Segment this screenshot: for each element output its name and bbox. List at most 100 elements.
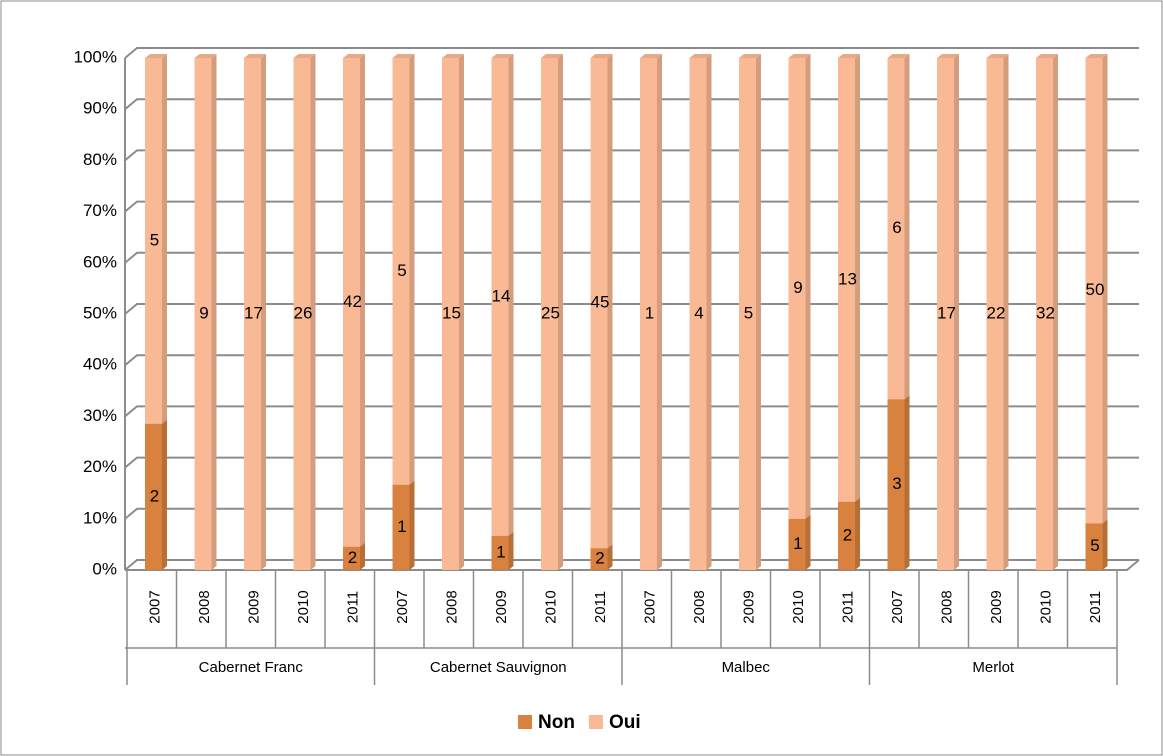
bar-side	[904, 54, 910, 400]
bar-side	[1102, 519, 1108, 570]
data-label: 42	[343, 292, 362, 311]
data-label: 5	[744, 303, 753, 322]
x-tick-label: 2008	[691, 590, 708, 623]
bar-side	[508, 54, 514, 536]
bar-top	[491, 54, 514, 58]
data-label: 1	[496, 542, 505, 561]
bar	[293, 58, 311, 570]
legend-label: Non	[538, 712, 575, 733]
x-tick-label: 2008	[443, 590, 460, 623]
grid-line	[124, 47, 1139, 59]
data-label: 14	[492, 286, 511, 305]
group-label: Merlot	[972, 659, 1015, 676]
legend-swatch	[588, 715, 603, 729]
bar-top	[244, 54, 266, 58]
bar-side	[657, 54, 662, 570]
bar-side	[805, 54, 811, 519]
bar-side	[310, 54, 316, 570]
bar	[1085, 58, 1103, 524]
bar-top	[343, 54, 365, 58]
bar	[244, 58, 261, 570]
data-label: 1	[645, 303, 654, 322]
bar-top	[541, 54, 563, 58]
bar	[491, 535, 509, 570]
bar-top	[887, 54, 910, 58]
bar-top	[1036, 54, 1058, 58]
data-label: 15	[442, 303, 461, 322]
x-tick-label: 2007	[641, 590, 658, 623]
x-tick-label: 2011	[344, 591, 361, 623]
bar	[590, 548, 608, 570]
group-label: Cabernet Sauvignon	[430, 659, 567, 676]
x-tick-label: 2009	[740, 590, 757, 623]
bar-top	[145, 54, 167, 58]
bar-top	[590, 54, 613, 58]
x-tick-label: 2011	[839, 591, 856, 623]
data-label: 9	[793, 278, 802, 297]
bar-top	[986, 54, 1009, 58]
data-label: 4	[694, 303, 703, 322]
x-tick-label: 2010	[542, 590, 559, 623]
x-tick-label: 2007	[394, 590, 411, 623]
data-label: 50	[1086, 280, 1105, 299]
bar-top	[838, 54, 860, 58]
x-tick-label: 2010	[295, 590, 312, 623]
bar-top	[392, 54, 415, 58]
data-label: 5	[397, 261, 406, 280]
bar-side	[162, 54, 167, 424]
x-tick-label: 2010	[790, 590, 807, 623]
bar	[986, 58, 1004, 570]
data-label: 17	[937, 303, 956, 322]
bar-top	[689, 54, 712, 58]
y-tick-label: 100%	[74, 47, 117, 66]
data-label: 5	[1090, 536, 1099, 555]
bar-side	[607, 544, 613, 570]
data-label: 13	[838, 269, 857, 288]
group-label: Cabernet Franc	[199, 659, 304, 676]
data-label: 5	[150, 230, 159, 249]
data-label: 6	[892, 218, 901, 237]
bar-side	[855, 497, 860, 570]
bar-side	[211, 54, 217, 570]
bar	[739, 58, 756, 570]
bar	[343, 58, 360, 547]
bar-side	[409, 54, 415, 485]
bar-side	[904, 395, 910, 570]
y-tick-label: 50%	[83, 303, 117, 322]
x-tick-label: 2009	[245, 590, 262, 623]
bar-side	[706, 54, 712, 570]
bar-top	[293, 54, 316, 58]
bar-side	[756, 54, 761, 570]
x-tick-label: 2011	[1087, 591, 1104, 623]
bar-side	[508, 531, 514, 570]
x-tick-label: 2008	[196, 590, 213, 623]
y-tick-label: 60%	[83, 252, 117, 271]
bar-side	[1053, 54, 1058, 570]
x-tick-label: 2009	[493, 590, 510, 623]
bar-side	[409, 480, 415, 570]
bar	[541, 58, 558, 570]
bar-side	[607, 54, 613, 549]
y-tick-label: 80%	[83, 150, 117, 169]
x-tick-label: 2009	[988, 590, 1005, 623]
bar	[145, 423, 162, 570]
data-label: 17	[244, 303, 263, 322]
data-label: 2	[348, 548, 357, 567]
bar	[1036, 58, 1053, 570]
x-tick-label: 2007	[146, 590, 163, 623]
bar	[887, 58, 905, 400]
bar	[689, 58, 707, 570]
y-tick-label: 10%	[83, 508, 117, 527]
bar	[145, 58, 162, 424]
y-tick-label: 70%	[83, 201, 117, 220]
data-label: 2	[150, 486, 159, 505]
bar	[1085, 523, 1103, 570]
bar	[392, 484, 410, 570]
data-label: 32	[1036, 303, 1055, 322]
bar-side	[1102, 54, 1108, 524]
data-label: 3	[892, 474, 901, 493]
bar	[788, 58, 806, 519]
y-tick-label: 40%	[83, 355, 117, 374]
bar	[838, 501, 855, 570]
legend-label: Oui	[609, 712, 641, 733]
